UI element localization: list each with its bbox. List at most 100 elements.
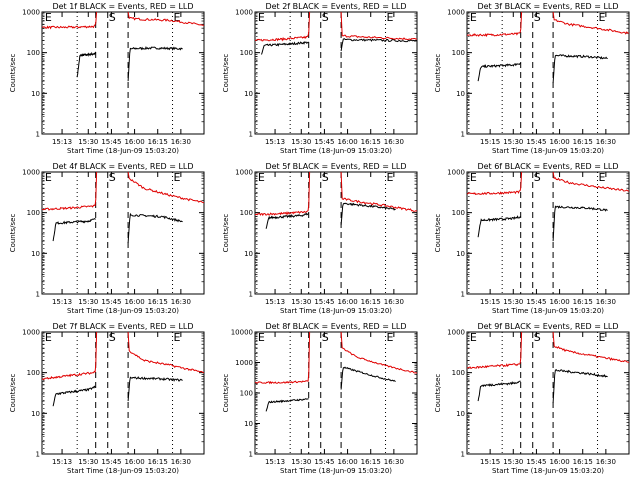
panel-title: Det 9f BLACK = Events, RED = LLD [477,322,618,331]
vline-marker-E: E [174,11,181,24]
x-tick-label: 16:00 [124,138,144,146]
x-tick-label: 15:45 [526,138,546,146]
y-tick-label: 10 [244,420,253,428]
plot-frame [466,331,630,455]
y-axis-label: Counts/sec [9,374,17,413]
panel-det-8: Det 8f BLACK = Events, RED = LLD 1 10 100 10… [222,322,418,475]
plot-frame [41,11,205,135]
events-series-line [477,215,521,238]
y-tick-label: 1 [461,451,465,459]
y-tick-label: 1000 [22,9,40,17]
x-tick-label: 15:45 [526,458,546,466]
x-tick-label: 16:15 [573,298,593,306]
vline-marker-S: S [322,331,329,344]
lld-series-line [340,331,418,374]
panel-det-3: Det 3f BLACK = Events, RED = LLD 1 10 100 10… [434,2,630,155]
events-series-line [477,380,521,402]
y-tick-label: 10 [244,250,253,258]
x-axis-label: Start Time (18-Jun-09 15:03:20) [280,467,392,475]
vline-marker-E: E [174,171,181,184]
plot-frame [466,171,630,295]
events-series-line [340,38,417,52]
y-tick-label: 10 [31,250,40,258]
y-tick-label: 1000 [235,9,253,17]
events-series-line [265,212,309,229]
x-tick-label: 15:30 [78,298,98,306]
panel-title: Det 2f BLACK = Events, RED = LLD [265,2,406,11]
x-axis-label: Start Time (18-Jun-09 15:03:20) [492,147,604,155]
x-tick-label: 16:30 [171,138,191,146]
vline-marker-E: E [45,171,52,184]
y-tick-label: 1000 [447,329,465,337]
panel-title: Det 6f BLACK = Events, RED = LLD [477,162,618,171]
plot-frame [466,11,630,135]
x-tick-label: 15:13 [265,298,285,306]
x-tick-label: 15:45 [101,458,121,466]
panel-det-5: Det 5f BLACK = Events, RED = LLD 1 10 100 10… [222,162,418,315]
x-tick-label: 15:13 [52,138,72,146]
x-axis-label: Start Time (18-Jun-09 15:03:20) [67,307,179,315]
x-tick-label: 15:15 [480,298,500,306]
x-tick-label: 16:30 [384,138,404,146]
x-tick-label: 16:15 [361,458,381,466]
x-tick-label: 15:30 [78,138,98,146]
y-tick-label: 1 [36,131,40,139]
y-tick-label: 1 [36,451,40,459]
y-tick-label: 1 [36,291,40,299]
x-tick-label: 16:15 [361,138,381,146]
x-tick-label: 16:15 [573,138,593,146]
vline-marker-S: S [109,331,116,344]
panel-det-4: Det 4f BLACK = Events, RED = LLD 1 10 100 10… [9,162,205,315]
vline-marker-S: S [534,331,541,344]
events-series-line [261,41,309,55]
x-tick-label: 15:15 [480,138,500,146]
y-tick-label: 10 [31,410,40,418]
x-tick-label: 15:13 [265,138,285,146]
x-tick-label: 16:00 [337,298,357,306]
panel-title: Det 1f BLACK = Events, RED = LLD [52,2,193,11]
lld-series-line [466,171,523,196]
y-tick-label: 10 [31,90,40,98]
panel-det-2: Det 2f BLACK = Events, RED = LLD 1 10 100 10… [222,2,418,155]
vline-marker-E: E [470,331,477,344]
y-tick-label: 100 [452,369,465,377]
x-tick-label: 16:30 [171,298,191,306]
lld-series-line [255,331,311,385]
events-series-line [127,45,183,82]
lld-series-line [552,11,630,35]
x-tick-label: 16:00 [549,298,569,306]
y-tick-label: 1000 [235,359,253,367]
y-tick-label: 100 [240,390,253,398]
vline-marker-S: S [109,171,116,184]
vline-marker-E: E [599,331,606,344]
y-tick-label: 100 [27,369,40,377]
x-tick-label: 16:30 [596,138,616,146]
events-series-line [477,62,521,82]
y-tick-label: 1000 [235,169,253,177]
y-tick-label: 100 [452,209,465,217]
x-axis-label: Start Time (18-Jun-09 15:03:20) [492,467,604,475]
vline-marker-E: E [470,11,477,24]
x-tick-label: 16:15 [148,458,168,466]
panel-det-9: Det 9f BLACK = Events, RED = LLD 1 10 100 10… [434,322,630,475]
x-tick-label: 15:30 [291,458,311,466]
x-tick-label: 15:45 [101,298,121,306]
vline-marker-E: E [387,171,394,184]
vline-marker-E: E [599,171,606,184]
plot-frame [254,331,418,455]
x-tick-label: 15:13 [52,298,72,306]
y-axis-label: Counts/sec [434,374,442,413]
x-tick-label: 16:00 [549,138,569,146]
vline-marker-E: E [174,331,181,344]
events-series-line [552,369,608,404]
y-tick-label: 1 [249,291,253,299]
y-tick-label: 100 [240,49,253,57]
events-series-line [127,212,183,244]
y-tick-label: 1 [461,131,465,139]
vline-marker-E: E [45,331,52,344]
events-series-line [52,217,96,242]
x-axis-label: Start Time (18-Jun-09 15:03:20) [280,147,392,155]
plot-frame [41,171,205,295]
vline-marker-S: S [322,11,329,24]
y-tick-label: 10 [456,90,465,98]
